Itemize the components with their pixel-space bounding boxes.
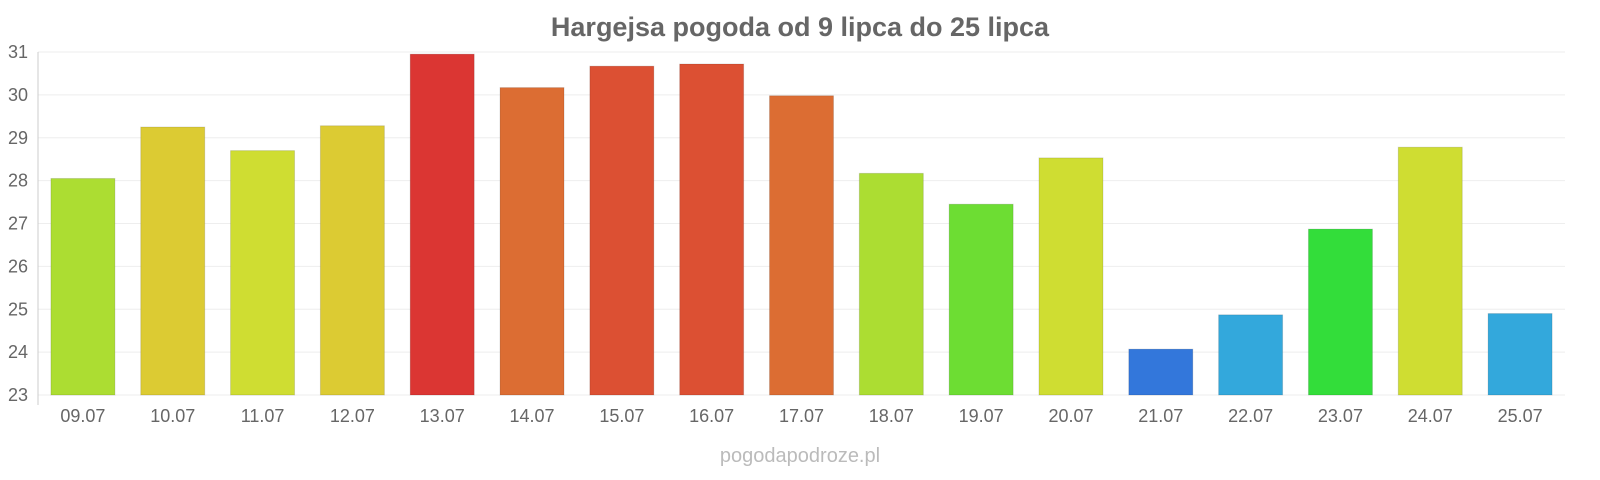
bar-16.07 (679, 63, 745, 396)
bar-21.07 (1128, 348, 1194, 396)
y-tick-label: 27 (8, 214, 28, 234)
x-tick-label: 19.07 (959, 406, 1004, 426)
y-tick-label: 23 (8, 385, 28, 405)
x-tick-label: 23.07 (1318, 406, 1363, 426)
bar-14.07 (499, 87, 565, 396)
bars (50, 53, 1553, 396)
x-tick-labels: 09.07 10.07 11.07 12.07 13.07 14.07 15.07 16.07… (60, 406, 1542, 426)
bar-15.07 (589, 65, 655, 396)
x-tick-label: 18.07 (869, 406, 914, 426)
bar-20.07 (1038, 157, 1104, 396)
x-tick-label: 24.07 (1408, 406, 1453, 426)
bar-17.07 (769, 95, 834, 396)
y-tick-label: 28 (8, 171, 28, 191)
x-tick-label: 21.07 (1138, 406, 1183, 426)
bar-19.07 (948, 203, 1014, 396)
x-tick-label: 20.07 (1048, 406, 1093, 426)
x-tick-label: 14.07 (510, 406, 555, 426)
y-tick-label: 24 (8, 342, 28, 362)
bar-23.07 (1307, 228, 1373, 396)
bar-10.07 (140, 126, 206, 396)
bar-13.07 (409, 53, 475, 396)
x-tick-label: 25.07 (1498, 406, 1543, 426)
bar-18.07 (858, 172, 924, 396)
bar-11.07 (230, 150, 296, 396)
bar-22.07 (1218, 314, 1284, 396)
x-tick-label: 09.07 (60, 406, 105, 426)
y-tick-label: 30 (8, 85, 28, 105)
x-tick-label: 13.07 (420, 406, 465, 426)
x-tick-label: 22.07 (1228, 406, 1273, 426)
y-tick-labels: 23 24 25 26 27 28 29 30 31 (8, 42, 28, 405)
bar-25.07 (1487, 313, 1553, 396)
x-tick-label: 16.07 (689, 406, 734, 426)
x-tick-label: 15.07 (599, 406, 644, 426)
y-tick-label: 25 (8, 299, 28, 319)
x-tick-label: 11.07 (241, 406, 285, 426)
x-tick-label: 17.07 (779, 406, 824, 426)
x-tick-label: 10.07 (150, 406, 195, 426)
x-tick-label: 12.07 (330, 406, 375, 426)
y-tick-label: 29 (8, 128, 28, 148)
bar-12.07 (319, 125, 385, 396)
chart-title: Hargejsa pogoda od 9 lipca do 25 lipca (551, 12, 1050, 42)
bar-24.07 (1397, 146, 1463, 396)
y-tick-label: 31 (8, 42, 28, 62)
y-tick-label: 26 (8, 256, 28, 276)
bar-09.07 (50, 177, 116, 396)
watermark-text: pogodapodroze.pl (720, 445, 880, 467)
